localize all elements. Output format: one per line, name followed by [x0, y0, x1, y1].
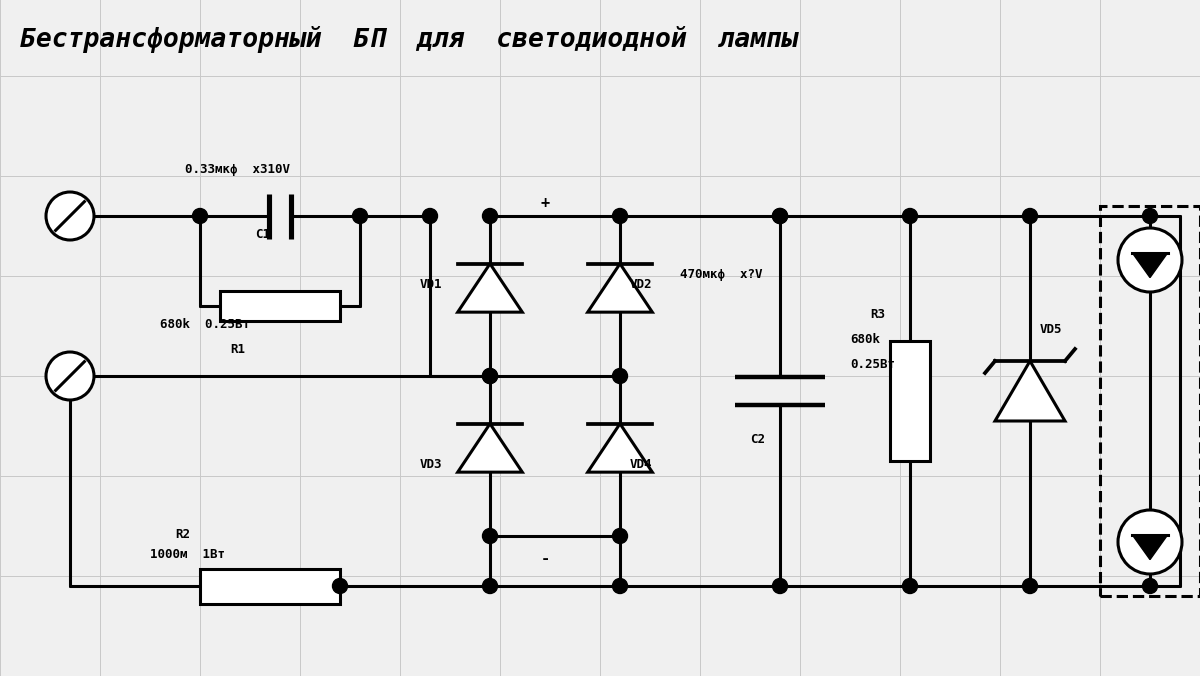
Polygon shape: [457, 424, 522, 472]
Circle shape: [353, 208, 367, 224]
Circle shape: [902, 579, 918, 594]
Circle shape: [612, 368, 628, 383]
Text: VD1: VD1: [420, 278, 443, 291]
Bar: [890, 341, 930, 461]
Text: R2: R2: [175, 528, 190, 541]
Circle shape: [773, 208, 787, 224]
Text: -: -: [540, 551, 550, 566]
Circle shape: [612, 579, 628, 594]
Text: VD4: VD4: [630, 458, 653, 471]
Circle shape: [46, 352, 94, 400]
Text: R3: R3: [870, 308, 886, 321]
Circle shape: [1118, 228, 1182, 292]
Circle shape: [902, 208, 918, 224]
Circle shape: [482, 368, 498, 383]
Circle shape: [773, 208, 787, 224]
Circle shape: [1022, 579, 1038, 594]
Text: R1: R1: [230, 343, 245, 356]
Circle shape: [1142, 579, 1158, 594]
Circle shape: [1118, 510, 1182, 574]
Circle shape: [612, 208, 628, 224]
Circle shape: [773, 579, 787, 594]
Polygon shape: [995, 361, 1066, 421]
Circle shape: [612, 529, 628, 544]
Circle shape: [46, 192, 94, 240]
Text: VD5: VD5: [1040, 323, 1062, 336]
Bar: [1100, 206, 1200, 596]
Circle shape: [332, 579, 348, 594]
Text: Бестрансформаторный  БП  для  светодиодной  лампы: Бестрансформаторный БП для светодиодной …: [20, 26, 798, 53]
Polygon shape: [457, 264, 522, 312]
Circle shape: [422, 208, 438, 224]
Polygon shape: [1133, 253, 1168, 278]
Text: 0.33мкф  х310V: 0.33мкф х310V: [185, 163, 290, 176]
Circle shape: [482, 529, 498, 544]
Circle shape: [1142, 208, 1158, 224]
Polygon shape: [588, 264, 653, 312]
Text: +: +: [540, 196, 550, 211]
Circle shape: [482, 579, 498, 594]
Circle shape: [1022, 208, 1038, 224]
Polygon shape: [588, 424, 653, 472]
Polygon shape: [1133, 535, 1168, 560]
Text: 680k: 680k: [850, 333, 880, 346]
Bar: [200, 569, 340, 604]
Text: VD2: VD2: [630, 278, 653, 291]
Text: C2: C2: [750, 433, 766, 446]
Text: VD3: VD3: [420, 458, 443, 471]
Text: C1: C1: [256, 228, 270, 241]
Bar: [220, 291, 340, 321]
Text: 680k  0.25Вт: 680k 0.25Вт: [160, 318, 250, 331]
Circle shape: [482, 208, 498, 224]
Text: 0.25Вт: 0.25Вт: [850, 358, 895, 371]
Text: 1000м  1Вт: 1000м 1Вт: [150, 548, 226, 561]
Circle shape: [482, 368, 498, 383]
Text: 470мкф  х?V: 470мкф х?V: [680, 268, 762, 281]
Circle shape: [192, 208, 208, 224]
